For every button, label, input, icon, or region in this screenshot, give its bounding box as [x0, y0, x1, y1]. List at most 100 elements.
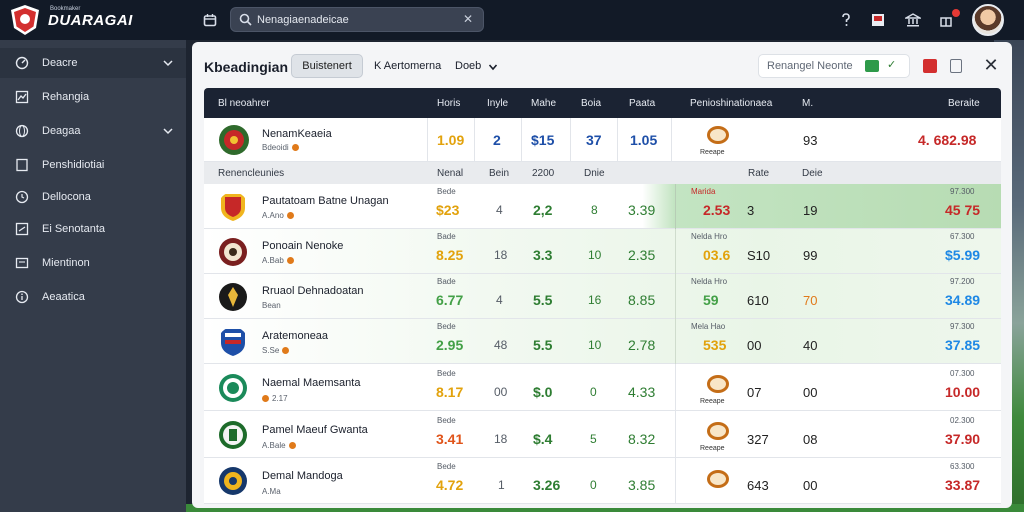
- total-cell[interactable]: 10.00: [945, 384, 981, 400]
- odds-cell[interactable]: 8.32: [628, 431, 656, 447]
- team-name[interactable]: Ponoain Nenoke: [262, 240, 344, 252]
- header-c4[interactable]: Boia: [581, 98, 602, 109]
- odds-cell[interactable]: 4.72: [436, 477, 464, 493]
- tab-second[interactable]: K Aertomerna: [374, 60, 442, 72]
- header-c7[interactable]: M.: [802, 98, 814, 109]
- odds-cell[interactable]: 4: [496, 203, 503, 217]
- filter-field[interactable]: Renangel Neonte ✓: [758, 54, 910, 78]
- sidebar-item-deagaa[interactable]: Deagaa: [0, 116, 186, 146]
- chevron-down-icon[interactable]: [162, 125, 174, 137]
- odds-cell[interactable]: 03.6: [703, 247, 731, 263]
- table-row[interactable]: Naemal Maemsanta 2.17 Bede 8.17 00 $.0 0…: [204, 364, 1001, 411]
- odds-cell[interactable]: 18: [494, 432, 508, 446]
- odds-cell[interactable]: 5.5: [533, 292, 553, 308]
- brand-name[interactable]: DUARAGAI: [48, 12, 133, 29]
- odds-cell[interactable]: $15: [531, 132, 555, 148]
- total-cell[interactable]: 37.85: [945, 337, 981, 353]
- odds-cell[interactable]: 18: [494, 248, 508, 262]
- total-cell[interactable]: 37.90: [945, 431, 981, 447]
- odds-cell[interactable]: 4: [496, 293, 503, 307]
- tab-third[interactable]: Doeb: [455, 60, 482, 72]
- search-bar[interactable]: ✕: [230, 7, 484, 32]
- odds-cell[interactable]: 1: [498, 478, 505, 492]
- sidebar-item-penshidiotiai[interactable]: Penshidiotiai: [0, 150, 186, 180]
- table-row[interactable]: Aratemoneaa S.Se Bede 2.95 48 5.5 10 2.7…: [204, 319, 1001, 364]
- tab-active[interactable]: Buistenert: [291, 54, 363, 78]
- odds-cell[interactable]: 3.3: [533, 247, 553, 263]
- header-c1[interactable]: Horis: [437, 98, 461, 109]
- sidebar-item-aeaatica[interactable]: Aeaatica: [0, 282, 186, 312]
- odds-cell[interactable]: 5: [590, 432, 597, 446]
- total-cell[interactable]: 34.89: [945, 292, 981, 308]
- header-c3[interactable]: Mahe: [531, 98, 557, 109]
- total-cell[interactable]: $5.99: [945, 247, 981, 263]
- team-name[interactable]: Pautatoam Batne Unagan: [262, 195, 389, 207]
- sidebar-item-mientinon[interactable]: Mientinon: [0, 248, 186, 278]
- sidebar-item-deacre[interactable]: Deacre: [0, 48, 186, 78]
- sidebar-item-ei-senotanta[interactable]: Ei Senotanta: [0, 214, 186, 244]
- total-cell[interactable]: 33.87: [945, 477, 981, 493]
- header-c6[interactable]: Penioshinationaea: [690, 98, 773, 109]
- odds-cell[interactable]: 2,2: [533, 202, 553, 218]
- odds-cell[interactable]: 00: [494, 385, 508, 399]
- sidebar-item-rehangia[interactable]: Rehangia: [0, 82, 186, 112]
- table-row[interactable]: Pautatoam Batne Unagan A.Ano Bede $23 4 …: [204, 184, 1001, 229]
- calendar-icon[interactable]: [200, 10, 220, 30]
- odds-cell[interactable]: 10: [588, 248, 602, 262]
- document-icon[interactable]: [868, 10, 888, 30]
- copy-icon[interactable]: [950, 59, 962, 73]
- flag-icon[interactable]: [923, 59, 937, 73]
- toggle-icon[interactable]: [865, 60, 879, 72]
- total-cell[interactable]: 4. 682.98: [918, 132, 977, 148]
- odds-cell[interactable]: 10: [588, 338, 602, 352]
- featured-row[interactable]: NenamKeaeia Bdeoidi 1.09 2 $15 37 1.05 R…: [204, 118, 1001, 162]
- odds-cell[interactable]: 2.53: [703, 202, 731, 218]
- odds-cell[interactable]: 2.78: [628, 337, 656, 353]
- odds-cell[interactable]: 5.5: [533, 337, 553, 353]
- total-cell[interactable]: 45 75: [945, 202, 981, 218]
- odds-cell[interactable]: 6.77: [436, 292, 464, 308]
- odds-cell[interactable]: 3.85: [628, 477, 656, 493]
- close-icon[interactable]: ✕: [983, 55, 999, 75]
- odds-cell[interactable]: 4.33: [628, 384, 656, 400]
- header-c5[interactable]: Paata: [629, 98, 656, 109]
- team-name[interactable]: Naemal Maemsanta: [262, 377, 361, 389]
- odds-cell[interactable]: 8.85: [628, 292, 656, 308]
- odds-cell[interactable]: $.0: [533, 384, 553, 400]
- odds-cell[interactable]: $23: [436, 202, 460, 218]
- shield-logo-icon[interactable]: [8, 4, 42, 36]
- chevron-down-icon[interactable]: [488, 62, 498, 72]
- odds-cell[interactable]: 8.25: [436, 247, 464, 263]
- team-name[interactable]: Demal Mandoga: [262, 470, 343, 482]
- odds-cell[interactable]: 59: [703, 292, 719, 308]
- odds-cell[interactable]: 37: [586, 132, 602, 148]
- odds-cell[interactable]: 16: [588, 293, 602, 307]
- question-icon[interactable]: [836, 10, 856, 30]
- chevron-down-icon[interactable]: [162, 57, 174, 69]
- odds-cell[interactable]: 535: [703, 337, 727, 353]
- bank-icon[interactable]: [903, 10, 923, 30]
- team-name[interactable]: NenamKeaeia: [262, 128, 332, 140]
- odds-cell[interactable]: 1.05: [630, 132, 658, 148]
- odds-cell[interactable]: 3.39: [628, 202, 656, 218]
- team-name[interactable]: Pamel Maeuf Gwanta: [262, 424, 368, 436]
- team-name[interactable]: Aratemoneaa: [262, 330, 329, 342]
- odds-cell[interactable]: 0: [590, 385, 597, 399]
- sidebar-item-dellocona[interactable]: Dellocona: [0, 182, 186, 212]
- team-name[interactable]: Rruaol Dehnadoatan: [262, 285, 364, 297]
- table-row[interactable]: Pamel Maeuf Gwanta A.Bale Bede 3.41 18 $…: [204, 411, 1001, 458]
- odds-cell[interactable]: 2.95: [436, 337, 464, 353]
- odds-cell[interactable]: 0: [590, 478, 597, 492]
- odds-cell[interactable]: 8.17: [436, 384, 464, 400]
- gift-icon[interactable]: [936, 10, 956, 30]
- table-row[interactable]: Rruaol Dehnadoatan Bean Bade 6.77 4 5.5 …: [204, 274, 1001, 319]
- odds-cell[interactable]: 1.09: [437, 132, 465, 148]
- header-c2[interactable]: Inyle: [487, 98, 509, 109]
- clear-search-icon[interactable]: ✕: [462, 12, 473, 26]
- search-input[interactable]: [257, 12, 447, 28]
- odds-cell[interactable]: 8: [591, 203, 598, 217]
- header-team[interactable]: Bl neoahrer: [218, 98, 270, 109]
- check-icon[interactable]: ✓: [887, 59, 897, 71]
- odds-cell[interactable]: 3.26: [533, 477, 561, 493]
- table-row[interactable]: Ponoain Nenoke A.Bab Bade 8.25 18 3.3 10…: [204, 229, 1001, 274]
